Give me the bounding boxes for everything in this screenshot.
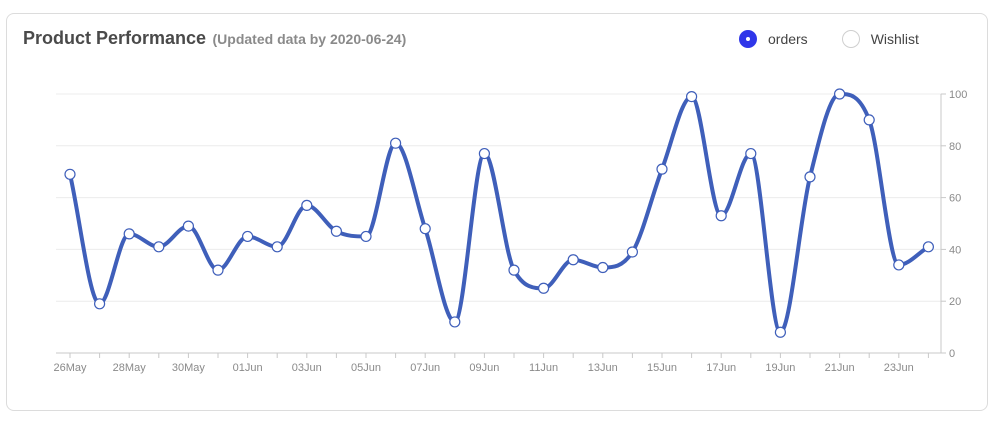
x-tick-label-17Jun: 17Jun	[706, 362, 736, 374]
data-point-26May	[64, 168, 76, 180]
data-point-17Jun	[715, 210, 727, 222]
x-tick-label-09Jun: 09Jun	[469, 362, 499, 374]
chart-title: Product Performance	[23, 28, 207, 48]
data-point-20Jun	[804, 171, 816, 183]
data-point-23Jun	[893, 259, 905, 271]
radio-selected-icon	[739, 30, 757, 48]
data-point-07Jun	[419, 223, 431, 235]
x-tick-label-30May: 30May	[172, 362, 206, 374]
x-tick-label-11Jun: 11Jun	[529, 362, 558, 374]
data-point-10Jun	[508, 264, 520, 276]
data-point-03Jun	[301, 199, 313, 211]
data-point-11Jun	[537, 282, 550, 294]
y-tick-label-60: 60	[949, 193, 961, 205]
data-point-15Jun	[656, 163, 668, 175]
x-tick-label-23Jun: 23Jun	[884, 362, 914, 374]
legend-label-orders: orders	[768, 31, 808, 47]
x-tick-label-07Jun: 07Jun	[410, 362, 440, 374]
x-tick-label-01Jun: 01Jun	[233, 362, 263, 374]
legend-item-wishlist[interactable]: Wishlist	[841, 30, 919, 48]
x-tick-label-26May: 26May	[53, 362, 87, 374]
data-point-02Jun	[271, 241, 283, 253]
x-tick-label-21Jun: 21Jun	[825, 362, 855, 374]
x-tick-label-05Jun: 05Jun	[351, 362, 381, 374]
data-point-09Jun	[478, 147, 490, 160]
data-point-05Jun	[360, 230, 372, 243]
y-tick-label-100: 100	[949, 89, 967, 101]
chart-subtitle: (Updated data by 2020-06-24)	[212, 31, 407, 47]
y-tick-label-20: 20	[949, 296, 961, 308]
data-point-22Jun	[863, 114, 875, 126]
data-point-08Jun	[449, 316, 461, 328]
legend-item-orders[interactable]: orders	[739, 30, 808, 48]
data-point-12Jun	[567, 254, 579, 266]
data-point-18Jun	[745, 147, 757, 160]
data-point-21Jun	[833, 88, 846, 100]
y-tick-label-40: 40	[949, 244, 961, 256]
x-tick-label-13Jun: 13Jun	[588, 362, 618, 374]
series-line-orders	[68, 92, 931, 335]
data-point-06Jun	[390, 137, 402, 149]
legend-label-wishlist: Wishlist	[870, 31, 919, 47]
chart-header: Product Performance (Updated data by 202…	[23, 28, 406, 49]
data-point-16Jun	[685, 90, 698, 103]
x-tick-label-03Jun: 03Jun	[292, 362, 322, 374]
x-tick-label-28May: 28May	[113, 362, 147, 374]
data-point-30May	[182, 220, 194, 232]
data-point-01Jun	[242, 230, 254, 243]
data-point-28May	[123, 228, 135, 240]
data-point-13Jun	[597, 261, 609, 274]
data-point-24Jun	[922, 241, 935, 253]
data-point-29May	[153, 241, 165, 253]
chart-card: Product Performance (Updated data by 202…	[6, 13, 988, 411]
data-point-31May	[212, 264, 224, 276]
data-point-27May	[93, 298, 106, 310]
chart-legend: orders Wishlist	[739, 30, 919, 48]
y-tick-label-80: 80	[949, 141, 961, 153]
x-tick-label-19Jun: 19Jun	[765, 362, 795, 374]
data-point-04Jun	[330, 225, 342, 237]
data-point-19Jun	[774, 326, 787, 338]
radio-unselected-icon	[841, 30, 860, 48]
data-point-14Jun	[626, 246, 639, 258]
x-tick-label-15Jun: 15Jun	[647, 362, 677, 374]
y-tick-label-0: 0	[949, 348, 955, 360]
